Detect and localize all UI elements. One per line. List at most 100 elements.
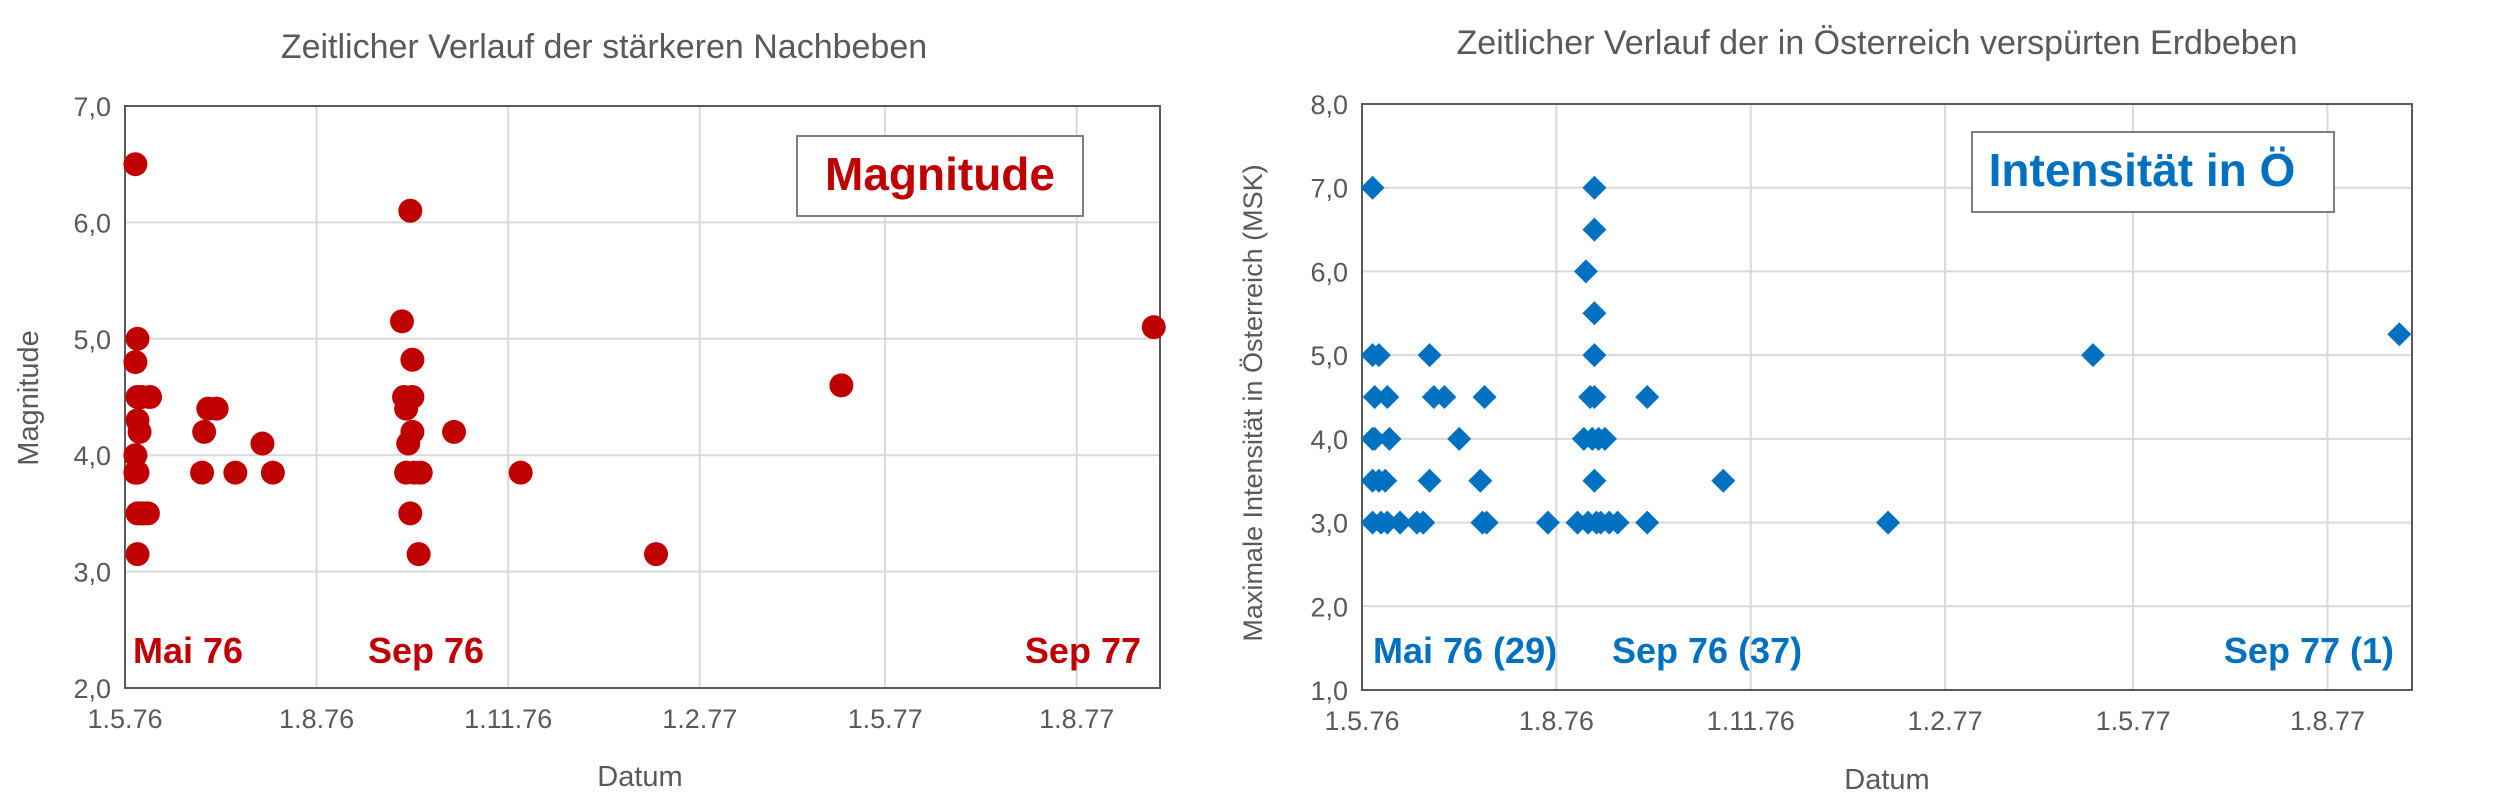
y-tick-label: 3,0: [1310, 509, 1348, 539]
legend-label: Intensität in Ö: [1989, 144, 2296, 196]
chart-title: Zeitlicher Verlauf der stärkeren Nachbeb…: [281, 28, 927, 66]
data-point-diamond: [1711, 468, 1736, 493]
data-point-circle: [190, 460, 215, 485]
data-point-diamond: [1582, 175, 1607, 200]
data-point-diamond: [1375, 385, 1400, 409]
x-tick-label: 1.8.76: [279, 704, 354, 734]
y-tick-label: 1,0: [1310, 676, 1348, 706]
data-point-diamond: [2080, 343, 2105, 368]
plot-area: [124, 105, 1161, 689]
y-axis-label: Maximale Intensität in Österreich (MSK): [1238, 164, 1268, 641]
x-tick-label: 1.5.77: [2096, 706, 2171, 736]
data-point-diamond: [1366, 343, 1391, 368]
y-tick-label: 2,0: [1310, 592, 1348, 622]
data-point-circle: [442, 419, 467, 444]
data-point-circle: [400, 347, 425, 372]
data-points: [123, 152, 1166, 567]
data-point-diamond: [1447, 426, 1472, 451]
data-point-diamond: [1468, 468, 1493, 493]
data-point-diamond: [1375, 510, 1400, 535]
data-points: [1360, 175, 2412, 535]
data-point-circle: [127, 419, 152, 444]
data-point-diamond: [1417, 343, 1442, 368]
data-point-diamond: [1432, 385, 1457, 409]
data-point-circle: [398, 198, 423, 223]
x-tick-label: 1.11.76: [1707, 706, 1795, 736]
data-point-diamond: [1582, 468, 1607, 493]
data-point-diamond: [2387, 322, 2412, 347]
data-point-diamond: [1360, 175, 1385, 200]
annotation-sep-77: Sep 77 (1): [2224, 630, 2394, 671]
y-tick-label: 2,0: [73, 674, 111, 704]
data-point-circle: [137, 385, 162, 409]
legend-box: [1971, 131, 2335, 213]
data-point-diamond: [1635, 385, 1660, 409]
x-axis-label: Datum: [597, 761, 682, 793]
x-tick-label: 1.5.77: [848, 704, 923, 734]
data-point-circle: [125, 542, 150, 567]
annotation-mai-76: Mai 76: [133, 630, 243, 671]
annotation-sep-76: Sep 76: [368, 630, 484, 671]
data-point-circle: [408, 460, 433, 485]
data-point-diamond: [1417, 468, 1442, 493]
data-point-circle: [644, 542, 669, 567]
x-tick-label: 1.2.77: [662, 704, 737, 734]
data-point-circle: [223, 460, 248, 485]
data-point-diamond: [1411, 510, 1436, 535]
data-point-circle: [250, 431, 275, 456]
y-tick-labels: 2,0 3,0 4,0 5,0 6,0 7,0: [73, 92, 111, 704]
y-axis-label: Magnitude: [13, 330, 45, 465]
plot-area: [1361, 103, 2413, 691]
data-point-diamond: [1472, 385, 1497, 409]
data-point-circle: [125, 460, 150, 485]
x-tick-label: 1.5.76: [87, 704, 162, 734]
x-tick-label: 1.2.77: [1908, 706, 1983, 736]
y-tick-label: 4,0: [1310, 425, 1348, 455]
data-point-diamond: [1582, 343, 1607, 368]
data-point-diamond: [1876, 510, 1901, 535]
data-point-diamond: [1582, 385, 1607, 409]
data-point-diamond: [1373, 468, 1398, 493]
data-point-diamond: [1592, 426, 1617, 451]
legend-box: [796, 135, 1084, 217]
y-tick-label: 7,0: [1310, 174, 1348, 204]
data-point-circle: [260, 460, 285, 485]
data-point-diamond: [1582, 217, 1607, 242]
x-tick-label: 1.8.77: [1039, 704, 1114, 734]
annotation-sep-76: Sep 76 (37): [1612, 630, 1802, 671]
x-tick-label: 1.8.76: [1519, 706, 1594, 736]
y-tick-label: 4,0: [73, 441, 111, 471]
data-point-diamond: [1377, 426, 1402, 451]
chart-title: Zeitlicher Verlauf der in Österreich ver…: [1457, 24, 2298, 62]
data-point-diamond: [1388, 510, 1413, 535]
x-tick-labels: 1.5.76 1.8.76 1.11.76 1.2.77 1.5.77 1.8.77: [1324, 706, 2365, 736]
y-tick-label: 7,0: [73, 92, 111, 122]
data-point-circle: [204, 396, 229, 421]
data-point-circle: [508, 460, 533, 485]
x-tick-label: 1.8.77: [2290, 706, 2365, 736]
data-point-circle: [398, 501, 423, 526]
y-tick-label: 6,0: [73, 208, 111, 238]
y-tick-labels: 1,0 2,0 3,0 4,0 5,0 6,0 7,0 8,0: [1310, 90, 1348, 706]
x-tick-labels: 1.5.76 1.8.76 1.11.76 1.2.77 1.5.77 1.8.77: [87, 704, 1114, 734]
magnitude-chart: Zeitlicher Verlauf der stärkeren Nachbeb…: [13, 28, 1166, 793]
data-point-circle: [123, 350, 148, 375]
data-point-circle: [406, 542, 431, 567]
annotation-mai-76: Mai 76 (29): [1373, 630, 1557, 671]
y-tick-label: 6,0: [1310, 257, 1348, 287]
data-point-diamond: [1605, 510, 1630, 535]
data-point-circle: [1141, 315, 1166, 340]
intensity-chart: Zeitlicher Verlauf der in Österreich ver…: [1238, 24, 2413, 796]
x-axis-label: Datum: [1844, 764, 1929, 796]
data-point-diamond: [1573, 259, 1598, 284]
data-point-circle: [192, 419, 217, 444]
data-point-circle: [123, 443, 148, 468]
data-point-diamond: [1474, 510, 1499, 535]
data-point-diamond: [1362, 426, 1387, 451]
data-point-diamond: [1582, 301, 1607, 326]
data-point-circle: [135, 501, 160, 526]
data-point-circle: [829, 373, 854, 398]
data-point-circle: [123, 152, 148, 177]
data-point-diamond: [1535, 510, 1560, 535]
